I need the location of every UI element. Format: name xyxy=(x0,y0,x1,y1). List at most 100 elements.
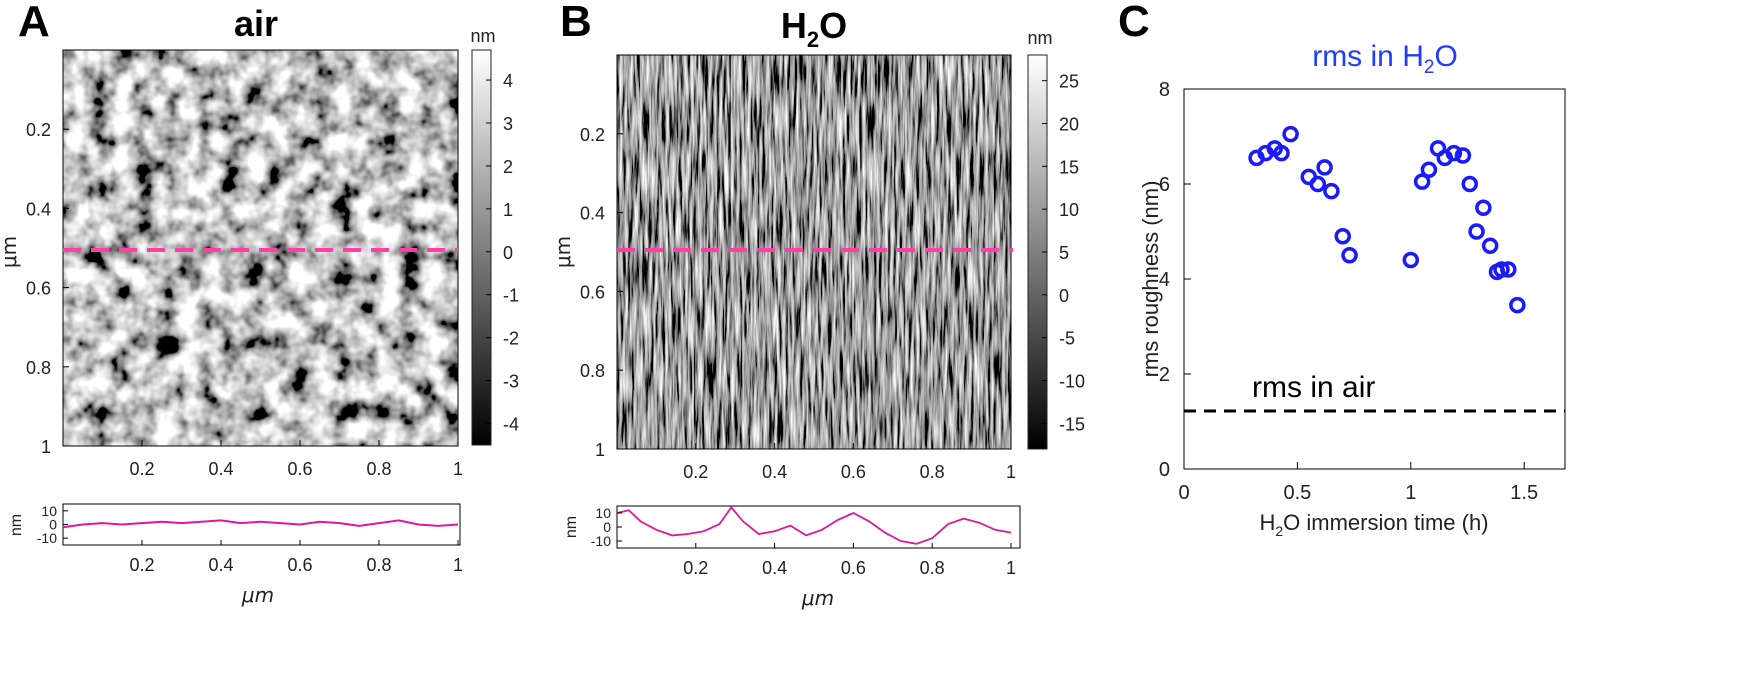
profile-b-x-tick-label: 0.6 xyxy=(841,558,866,578)
heatmap-a-y-ticks: 0.2 0.4 0.6 0.8 1 xyxy=(26,120,69,457)
profile-a-x-tick-label: 1 xyxy=(453,555,463,575)
heatmap-a-x-ticks: 0.2 0.4 0.6 0.8 1 xyxy=(129,440,463,479)
data-point xyxy=(1493,261,1510,278)
panel-a-title: air xyxy=(234,3,278,44)
heatmap-a-y-label: μm xyxy=(0,236,21,268)
profile-b-x-label: μm xyxy=(801,586,834,610)
profile-a-x-label: μm xyxy=(241,583,274,607)
profile-b-y-tick-label: -10 xyxy=(591,533,611,549)
colorbar-b-tick-label: 20 xyxy=(1059,115,1079,135)
heatmap-b-x-tick-label: 0.2 xyxy=(683,462,708,482)
data-point xyxy=(1420,161,1438,178)
chart-c-x-tick-label: 0.5 xyxy=(1283,482,1311,504)
data-point xyxy=(1402,251,1420,269)
heatmap-a-x-tick-label: 0.8 xyxy=(366,459,391,479)
colorbar-b-tick-label: 0 xyxy=(1059,286,1069,306)
profile-b-line xyxy=(616,505,1012,545)
chart-c-ticks: 0 0.5 1 1.5 0 2 4 6 8 xyxy=(1159,79,1538,504)
chart-c-x-tick-label: 1 xyxy=(1405,482,1416,504)
data-point xyxy=(1316,159,1333,176)
profile-a-x-tick-label: 0.4 xyxy=(208,555,233,575)
data-point xyxy=(1445,144,1463,162)
heatmap-b-x-tick-label: 0.8 xyxy=(920,462,945,482)
heatmap-b-x-tick-label: 1 xyxy=(1006,462,1016,482)
heatmap-b-y-tick-label: 1 xyxy=(595,440,605,460)
colorbar-b-tick-label: 25 xyxy=(1059,72,1079,92)
data-point xyxy=(1461,175,1478,193)
data-point xyxy=(1282,125,1299,143)
heatmap-b-y-tick-label: 0.2 xyxy=(580,125,605,145)
profile-a-y-tick-label: 10 xyxy=(41,503,57,519)
heatmap-a-y-tick-label: 0.2 xyxy=(26,120,51,140)
panel-b-title: H2O xyxy=(781,5,847,52)
data-point xyxy=(1509,296,1526,314)
colorbar-a-ticks: 4 3 2 1 0 -1 -2 -3 -4 xyxy=(486,71,519,435)
chart-c-title: rms in H2O xyxy=(1312,40,1458,78)
chart-c-y-tick-label: 4 xyxy=(1159,269,1170,291)
profile-b-y-tick-label: 10 xyxy=(595,505,611,521)
colorbar-a xyxy=(471,49,492,446)
heatmap-b-y-tick-label: 0.4 xyxy=(580,204,605,224)
profile-a-x-ticks: 0.2 0.4 0.6 0.8 1 xyxy=(129,540,463,575)
profile-a-line xyxy=(62,519,459,529)
profile-a-y-tick-label: 0 xyxy=(49,517,57,533)
chart-c-x-label: H2O immersion time (h) xyxy=(1259,510,1488,539)
heatmap-b-y-label: μm xyxy=(551,236,575,268)
colorbar-a-tick-label: 4 xyxy=(503,71,513,91)
chart-c-points xyxy=(1248,125,1526,314)
data-point xyxy=(1500,261,1517,278)
data-point xyxy=(1323,182,1340,200)
data-point xyxy=(1334,228,1351,245)
heatmap-a-x-tick-label: 0.4 xyxy=(208,459,233,479)
data-point xyxy=(1309,175,1327,193)
colorbar-a-tick-label: 1 xyxy=(503,200,513,220)
data-point xyxy=(1413,173,1431,190)
data-point xyxy=(1468,223,1485,240)
panel-letter-c: C xyxy=(1118,0,1150,46)
colorbar-a-tick-label: 0 xyxy=(503,243,513,263)
colorbar-b-tick-label: -10 xyxy=(1059,371,1085,391)
colorbar-b-tick-label: 10 xyxy=(1059,200,1079,220)
colorbar-b-unit: nm xyxy=(1027,28,1052,48)
chart-c-y-tick-label: 2 xyxy=(1159,364,1170,386)
panel-letter-a: A xyxy=(18,0,50,46)
rms-air-label: rms in air xyxy=(1252,371,1375,404)
heatmap-a-y-tick-label: 0.4 xyxy=(26,199,51,219)
profile-a-y-ticks: 100-10 xyxy=(37,503,68,546)
heatmap-b-x-ticks: 0.2 0.4 0.6 0.8 1 xyxy=(683,443,1016,482)
data-point xyxy=(1475,199,1492,216)
colorbar-a-tick-label: -1 xyxy=(503,286,519,306)
chart-c-y-tick-label: 6 xyxy=(1159,174,1170,196)
heatmap-b-x-tick-label: 0.6 xyxy=(841,462,866,482)
data-point xyxy=(1341,247,1358,264)
colorbar-b-ticks: 25 20 15 10 5 0 -5 -10 -15 xyxy=(1042,72,1085,434)
profile-b-x-ticks: 0.2 0.4 0.6 0.8 1 xyxy=(683,543,1016,578)
panel-letter-b: B xyxy=(560,0,592,46)
colorbar-a-tick-label: -4 xyxy=(503,415,519,435)
data-point xyxy=(1454,147,1472,164)
profile-b-x-tick-label: 0.4 xyxy=(762,558,787,578)
profile-b-y-ticks: 100-10 xyxy=(591,505,622,549)
profile-b-x-tick-label: 0.2 xyxy=(683,558,708,578)
profile-b-y-tick-label: 0 xyxy=(603,519,611,535)
profile-a-x-tick-label: 0.6 xyxy=(287,555,312,575)
chart-c-y-tick-label: 0 xyxy=(1159,459,1170,481)
chart-c-y-tick-label: 8 xyxy=(1159,79,1170,101)
colorbar-a-tick-label: -2 xyxy=(503,329,519,349)
heatmap-a-y-tick-label: 0.6 xyxy=(26,279,51,299)
chart-c-x-tick-label: 0 xyxy=(1178,482,1189,504)
colorbar-b-tick-label: 15 xyxy=(1059,157,1079,177)
colorbar-b-tick-label: -15 xyxy=(1059,414,1085,434)
heatmap-a-y-tick-label: 1 xyxy=(41,437,51,457)
profile-a-x-tick-label: 0.8 xyxy=(366,555,391,575)
heatmap-b-y-tick-label: 0.8 xyxy=(580,361,605,381)
colorbar-a-tick-label: 2 xyxy=(503,157,513,177)
profile-b-x-tick-label: 1 xyxy=(1006,558,1016,578)
profile-a-y-label: nm xyxy=(8,514,25,536)
chart-c-y-label: rms roughness (nm) xyxy=(1138,181,1163,378)
profile-a-x-tick-label: 0.2 xyxy=(129,555,154,575)
profile-b-y-label: nm xyxy=(563,516,580,538)
heatmap-a-x-tick-label: 0.2 xyxy=(129,459,154,479)
heatmap-b-y-tick-label: 0.6 xyxy=(580,282,605,302)
heatmap-a-y-tick-label: 0.8 xyxy=(26,358,51,378)
